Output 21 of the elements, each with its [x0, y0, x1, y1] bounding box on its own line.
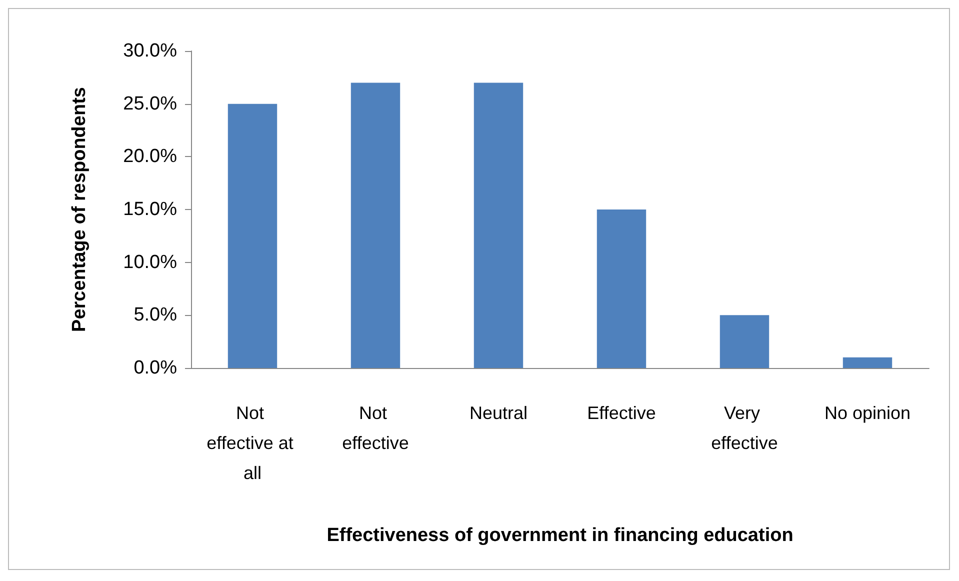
- y-axis-title: Percentage of respondents: [69, 87, 90, 332]
- x-tick-label: Neutral: [469, 403, 528, 423]
- x-tick-label: Effective: [587, 403, 656, 423]
- y-tick-label: 5.0%: [134, 304, 178, 326]
- bar: [842, 357, 892, 368]
- y-tick-label: 15.0%: [123, 199, 178, 220]
- y-tick-label: 30.0%: [123, 40, 178, 62]
- x-tick-label: Not effective at all: [206, 403, 298, 483]
- y-tick-label: 0.0%: [134, 358, 178, 378]
- bar: [596, 210, 646, 368]
- x-tick-label: No opinion: [824, 403, 911, 423]
- y-tick-label: 10.0%: [123, 252, 178, 273]
- x-axis-title: Effectiveness of government in financing education: [326, 525, 794, 546]
- x-tick-label: Not effective: [342, 403, 409, 453]
- bar: [350, 82, 400, 368]
- x-tick-label: Very effective: [711, 403, 778, 453]
- bar: [228, 104, 278, 368]
- y-tick-label: 25.0%: [123, 93, 178, 114]
- bar: [474, 82, 524, 368]
- y-tick-label: 20.0%: [123, 146, 178, 168]
- bar: [720, 315, 770, 368]
